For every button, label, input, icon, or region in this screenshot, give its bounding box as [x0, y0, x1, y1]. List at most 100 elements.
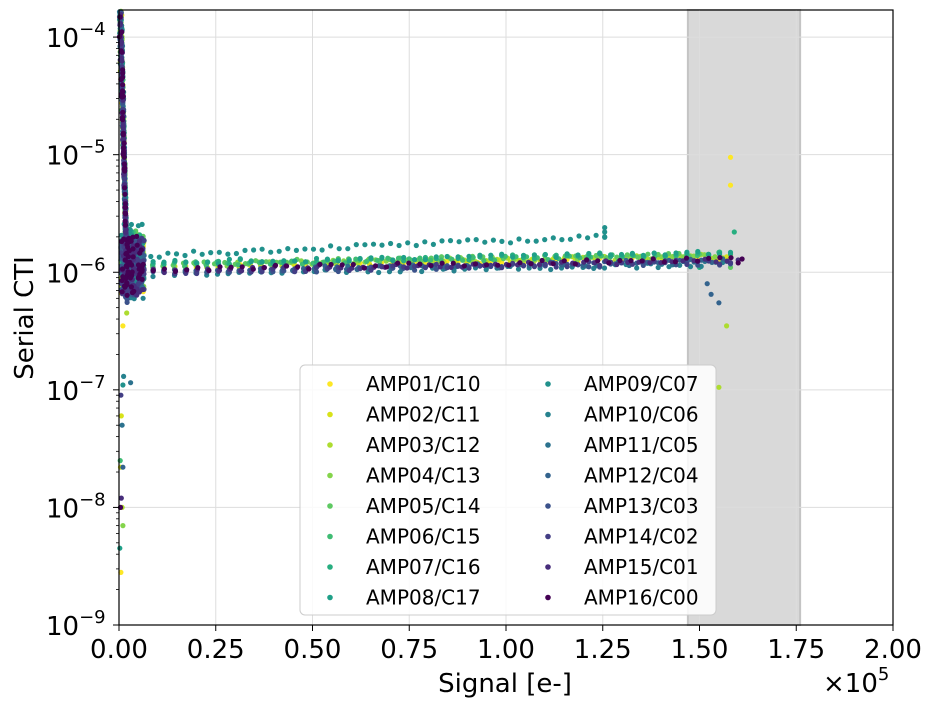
legend-label: AMP12/C04 — [584, 464, 699, 488]
y-tick-label: 10−8 — [46, 489, 106, 524]
data-point — [640, 252, 646, 258]
data-point — [120, 323, 126, 329]
data-point — [199, 251, 205, 257]
data-point — [350, 261, 356, 268]
legend-marker — [545, 381, 551, 387]
data-point — [388, 240, 394, 247]
data-point — [336, 246, 342, 252]
data-point — [520, 263, 527, 269]
data-point — [516, 236, 522, 242]
data-point — [651, 250, 657, 256]
legend-marker — [327, 411, 333, 418]
data-point — [635, 254, 641, 260]
data-point — [639, 258, 645, 264]
data-point — [128, 221, 134, 228]
data-point — [728, 255, 734, 261]
data-point — [704, 281, 710, 287]
data-point — [727, 249, 734, 255]
data-point — [584, 257, 590, 263]
data-point — [550, 235, 556, 241]
data-point — [433, 266, 439, 272]
legend-label: AMP13/C03 — [584, 494, 699, 518]
data-point — [125, 259, 131, 266]
data-point — [161, 259, 167, 265]
data-point — [370, 241, 377, 247]
legend-marker — [327, 564, 333, 570]
data-point — [261, 265, 267, 271]
data-point — [695, 262, 701, 268]
x-tick-label: 0.50 — [284, 635, 342, 665]
data-point — [259, 259, 265, 265]
data-point — [427, 257, 434, 263]
data-point — [328, 261, 334, 268]
y-tick-mantissa: 10 — [46, 24, 79, 54]
y-axis-label: Serial CTI — [10, 256, 40, 380]
y-tick-exponent: −6 — [79, 254, 106, 275]
data-point — [706, 255, 712, 261]
data-point — [259, 269, 265, 275]
data-point — [717, 255, 723, 261]
data-point — [138, 247, 144, 253]
data-point — [428, 263, 434, 269]
data-point — [361, 265, 367, 271]
data-point — [131, 288, 137, 294]
data-point — [118, 392, 124, 398]
data-point — [473, 237, 479, 243]
data-point — [281, 258, 287, 264]
data-point — [122, 201, 128, 207]
data-point — [313, 269, 320, 275]
data-point — [650, 256, 656, 262]
data-point — [706, 251, 712, 257]
data-point — [345, 246, 351, 252]
data-point — [118, 569, 124, 576]
data-point — [194, 270, 200, 277]
data-point — [317, 261, 323, 267]
data-point — [455, 254, 461, 260]
data-point — [368, 255, 374, 261]
data-point — [572, 261, 579, 267]
data-point — [124, 310, 130, 316]
y-tick-exponent: −7 — [79, 372, 106, 393]
data-point — [376, 269, 382, 276]
data-point — [419, 268, 425, 275]
data-point — [448, 264, 454, 270]
data-point — [128, 238, 134, 244]
y-tick-exponent: −5 — [79, 137, 106, 158]
data-point — [708, 291, 714, 297]
data-point — [137, 271, 143, 277]
data-point — [536, 262, 543, 268]
data-point — [624, 252, 630, 258]
data-point — [507, 240, 514, 246]
data-point — [739, 256, 745, 262]
data-point — [531, 252, 538, 258]
data-point — [509, 254, 516, 260]
data-point — [251, 247, 257, 253]
data-point — [124, 299, 130, 305]
data-point — [495, 262, 501, 268]
data-point — [601, 265, 608, 271]
data-point — [455, 263, 461, 269]
legend-label: AMP14/C02 — [584, 525, 699, 549]
data-point — [517, 260, 523, 266]
data-point — [724, 258, 730, 264]
data-point — [465, 237, 471, 243]
data-point — [405, 240, 411, 246]
legend-label: AMP05/C14 — [366, 494, 481, 518]
data-point — [123, 204, 129, 210]
data-point — [401, 254, 407, 261]
data-point — [716, 384, 722, 390]
x-tick-label: 0.00 — [90, 635, 148, 665]
data-point — [417, 261, 423, 267]
data-point — [614, 261, 620, 268]
data-point — [295, 264, 301, 270]
data-point — [406, 256, 412, 262]
data-point — [216, 249, 222, 255]
data-point — [515, 266, 522, 272]
data-point — [313, 255, 320, 262]
data-point — [122, 210, 128, 216]
y-tick-exponent: −9 — [79, 607, 106, 628]
data-point — [430, 241, 436, 247]
data-point — [120, 274, 126, 280]
data-point — [488, 252, 494, 258]
data-point — [284, 263, 290, 269]
